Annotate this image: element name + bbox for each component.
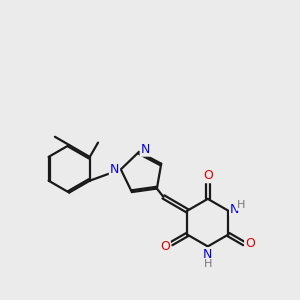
Text: O: O — [245, 237, 255, 250]
Text: N: N — [203, 248, 212, 261]
Text: N: N — [141, 143, 150, 156]
Text: N: N — [230, 202, 239, 216]
Text: O: O — [203, 169, 213, 182]
Text: H: H — [204, 259, 212, 269]
Text: H: H — [237, 200, 245, 210]
Text: O: O — [160, 240, 170, 254]
Text: N: N — [110, 163, 119, 176]
